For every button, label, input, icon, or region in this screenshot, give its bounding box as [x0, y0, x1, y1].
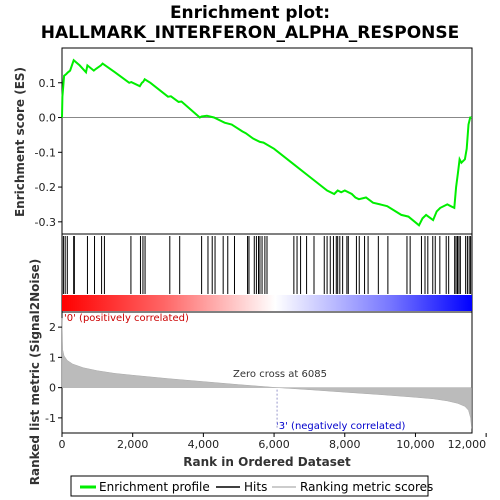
es-series [61, 58, 472, 227]
metric-y-axis: 2 1 0 -1 [45, 321, 62, 425]
metric-series [61, 318, 472, 429]
chart-title-line2: HALLMARK_INTERFERON_ALPHA_RESPONSE [41, 23, 460, 43]
x-axis-label: Rank in Ordered Dataset [183, 455, 351, 469]
x-axis: 0 2,000 4,000 6,000 8,000 10,000 12,000 [59, 433, 487, 451]
x-tick-label: 8,000 [329, 438, 361, 451]
es-panel-frame [61, 47, 473, 235]
ranking-metric-area [61, 318, 472, 429]
x-tick-label: 0 [59, 438, 66, 451]
x-tick-label: 4,000 [188, 438, 220, 451]
x-tick-label: 2,000 [117, 438, 149, 451]
negative-annotation: '3' (negatively correlated) [276, 421, 405, 432]
es-y-axis-label: Enrichment score (ES) [13, 67, 27, 217]
metric-y-tick-label: 0 [49, 382, 56, 395]
x-tick-label: 6,000 [258, 438, 290, 451]
hits-marks [62, 236, 472, 294]
metric-y-tick-label: 2 [49, 321, 56, 334]
legend-label-enrichment: Enrichment profile [99, 480, 210, 494]
chart-title-line1: Enrichment plot: [170, 3, 330, 23]
legend-frame [70, 475, 429, 497]
es-y-tick-label: -0.1 [35, 146, 56, 159]
metric-y-tick-label: 1 [49, 351, 56, 364]
x-tick-label: 10,000 [396, 438, 435, 451]
zero-cross-annotation: Zero cross at 6085 [233, 369, 327, 380]
es-y-tick-label: 0.0 [39, 112, 57, 125]
legend: Enrichment profile Hits Ranking metric s… [70, 475, 433, 497]
enrichment-profile-line [61, 58, 472, 227]
metric-y-tick-label: -1 [45, 412, 56, 425]
es-y-tick-label: -0.2 [35, 181, 56, 194]
legend-label-metric: Ranking metric scores [300, 480, 433, 494]
legend-label-hits: Hits [244, 480, 267, 494]
rank-gradient-bar [62, 295, 472, 311]
metric-y-axis-label: Ranked list metric (Signal2Noise) [28, 259, 42, 486]
es-y-tick-label: 0.1 [39, 77, 57, 90]
positive-annotation: '0' (positively correlated) [64, 313, 189, 324]
x-tick-label: 12,000 [448, 438, 487, 451]
es-y-axis: 0.1 0.0 -0.1 -0.2 -0.3 [35, 77, 62, 229]
es-y-tick-label: -0.3 [35, 216, 56, 229]
